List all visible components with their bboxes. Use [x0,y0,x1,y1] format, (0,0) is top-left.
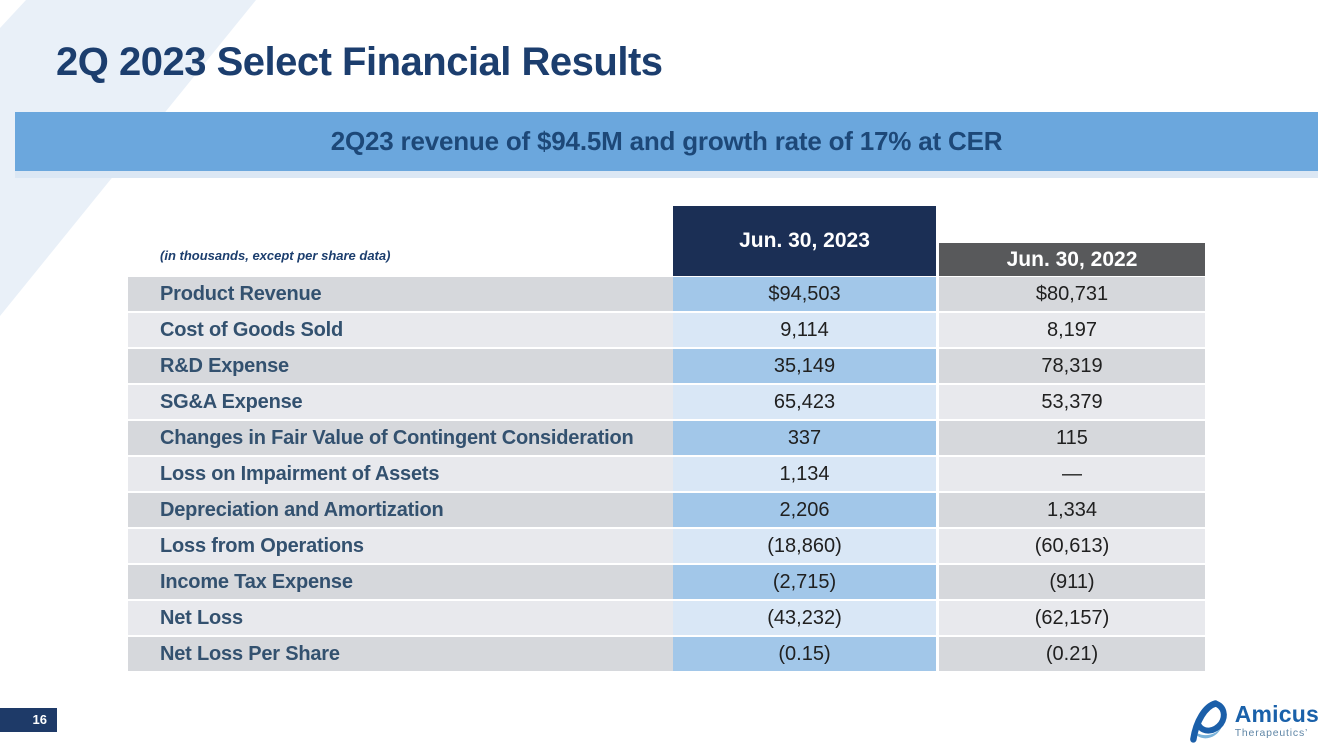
page-number-badge: 16 [0,708,57,732]
highlight-banner: 2Q23 revenue of $94.5M and growth rate o… [15,112,1318,171]
column-header-2022: Jun. 30, 2022 [936,243,1205,276]
value-2022-cell: (62,157) [936,601,1205,635]
value-2023-cell: (18,860) [673,529,936,563]
value-2023-cell: 2,206 [673,493,936,527]
value-2022-cell: (60,613) [936,529,1205,563]
table-row: SG&A Expense 65,423 53,379 [128,385,1205,419]
row-label-cell: Income Tax Expense [128,565,673,599]
value-2022-cell: — [936,457,1205,491]
value-2023-cell: (2,715) [673,565,936,599]
value-2023-cell: 1,134 [673,457,936,491]
value-2022-cell: (911) [936,565,1205,599]
table-row: R&D Expense 35,149 78,319 [128,349,1205,383]
value-2022-cell: (0.21) [936,637,1205,671]
logo-company-subname: Therapeutics’ [1234,727,1309,740]
banner-shadow [15,171,1318,178]
page-title: 2Q 2023 Select Financial Results [56,40,663,84]
row-label-cell: Loss from Operations [128,529,673,563]
table-row: Income Tax Expense (2,715) (911) [128,565,1205,599]
value-2022-cell: $80,731 [936,277,1205,311]
financial-table: (in thousands, except per share data) Ju… [128,206,1205,671]
value-2022-cell: 53,379 [936,385,1205,419]
table-row: Product Revenue $94,503 $80,731 [128,277,1205,311]
amicus-logo-icon [1189,700,1227,743]
value-2023-cell: (0.15) [673,637,936,671]
row-label-cell: Product Revenue [128,277,673,311]
table-header: (in thousands, except per share data) Ju… [128,206,1205,276]
amicus-logo-text: Amicus Therapeutics’ [1235,703,1319,739]
value-2022-cell: 8,197 [936,313,1205,347]
logo-company-name: Amicus [1234,701,1319,728]
row-label-cell: Cost of Goods Sold [128,313,673,347]
table-row: Loss from Operations (18,860) (60,613) [128,529,1205,563]
value-2023-cell: 65,423 [673,385,936,419]
value-2022-cell: 78,319 [936,349,1205,383]
table-rows: Product Revenue $94,503 $80,731 Cost of … [128,277,1205,671]
value-2023-cell: $94,503 [673,277,936,311]
row-label-cell: Net Loss Per Share [128,637,673,671]
table-row: Net Loss Per Share (0.15) (0.21) [128,637,1205,671]
value-2023-cell: 35,149 [673,349,936,383]
table-row: Loss on Impairment of Assets 1,134 — [128,457,1205,491]
value-2023-cell: 9,114 [673,313,936,347]
column-header-2023: Jun. 30, 2023 [673,206,936,276]
highlight-banner-text: 2Q23 revenue of $94.5M and growth rate o… [330,126,1003,156]
table-row: Cost of Goods Sold 9,114 8,197 [128,313,1205,347]
row-label-cell: Depreciation and Amortization [128,493,673,527]
value-2022-cell: 115 [936,421,1205,455]
row-label-cell: SG&A Expense [128,385,673,419]
table-row: Depreciation and Amortization 2,206 1,33… [128,493,1205,527]
row-label-cell: Net Loss [128,601,673,635]
table-row: Net Loss (43,232) (62,157) [128,601,1205,635]
value-2023-cell: (43,232) [673,601,936,635]
amicus-logo: Amicus Therapeutics’ [1186,698,1319,744]
table-row: Changes in Fair Value of Contingent Cons… [128,421,1205,455]
row-label-cell: R&D Expense [128,349,673,383]
value-2022-cell: 1,334 [936,493,1205,527]
table-units-note: (in thousands, except per share data) [160,248,391,263]
row-label-cell: Loss on Impairment of Assets [128,457,673,491]
row-label-cell: Changes in Fair Value of Contingent Cons… [128,421,673,455]
value-2023-cell: 337 [673,421,936,455]
